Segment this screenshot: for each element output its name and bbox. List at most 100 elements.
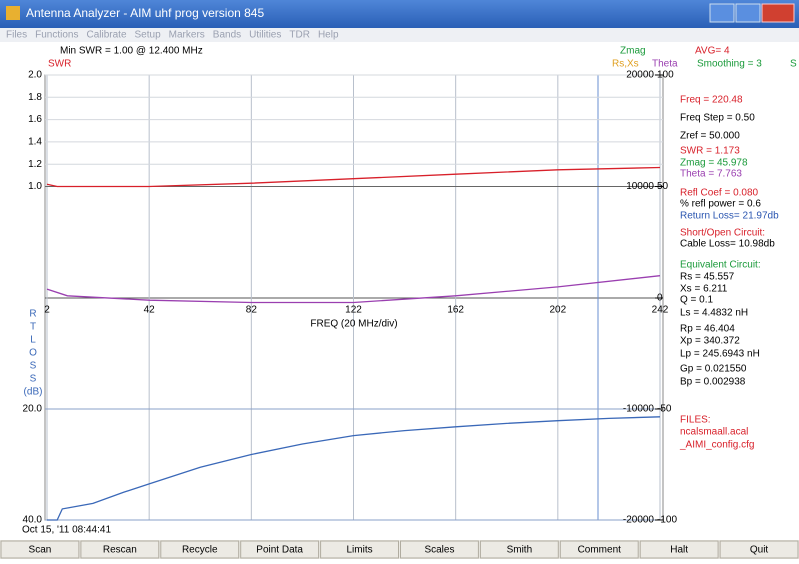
button-label[interactable]: Point Data — [256, 545, 303, 556]
button[interactable] — [479, 540, 559, 559]
button-label[interactable]: Rescan — [103, 545, 137, 556]
readout: Zmag = 45.978 — [680, 158, 748, 169]
swr-tick-label: 1.6 — [28, 114, 42, 125]
swr-tick-label: 1.0 — [28, 181, 42, 192]
readout: Rs = 45.557 — [680, 272, 735, 283]
timestamp: Oct 15, '11 08:44:41 — [22, 525, 111, 536]
zneg-tick-label: -10000 — [623, 404, 655, 415]
button-label[interactable]: Limits — [346, 545, 372, 556]
menu-item[interactable]: Markers — [169, 30, 205, 41]
loss-tick-label: 20.0 — [23, 404, 43, 415]
header-zmag: Zmag — [620, 46, 646, 57]
header-s: S — [790, 59, 797, 70]
button[interactable] — [719, 540, 799, 559]
series-line — [46, 166, 661, 188]
menu-item[interactable]: Files — [6, 30, 27, 41]
button-label[interactable]: Smith — [507, 545, 533, 556]
theta-tick-label: 0 — [657, 293, 663, 304]
header-rsxs: Rs,Xs — [612, 59, 639, 70]
button-label[interactable]: Scales — [424, 545, 454, 556]
loss-axis-label: (dB) — [24, 387, 43, 398]
zneg-tick-label: -20000 — [623, 515, 655, 526]
swr-tick-label: 2.0 — [28, 70, 42, 81]
readout: % refl power = 0.6 — [680, 199, 761, 210]
readout: Xp = 340.372 — [680, 336, 740, 347]
readout: FILES: — [680, 415, 711, 426]
readout: Refl Coef = 0.080 — [680, 188, 759, 199]
loss-axis-label: L — [30, 335, 36, 346]
menu-item[interactable]: Functions — [35, 30, 78, 41]
menu-item[interactable]: Utilities — [249, 30, 281, 41]
close-button[interactable] — [761, 3, 795, 23]
header-smoothing: Smoothing = 3 — [697, 59, 762, 70]
menu-item[interactable]: Setup — [135, 30, 162, 41]
series-line — [47, 416, 661, 521]
menu-item[interactable]: Calibrate — [86, 30, 126, 41]
readout: ncalsmaall.acal — [680, 427, 748, 438]
x-tick-label: 122 — [345, 305, 362, 316]
readout: Short/Open Circuit: — [680, 228, 765, 239]
button[interactable] — [0, 540, 80, 559]
readout: Q = 0.1 — [680, 295, 714, 306]
phase-tick-label: -100 — [657, 515, 677, 526]
series-line — [46, 275, 661, 304]
readout: Rp = 46.404 — [680, 324, 735, 335]
readout: Zref = 50.000 — [680, 131, 740, 142]
menu-item[interactable]: Bands — [213, 30, 241, 41]
header-min-swr: Min SWR = 1.00 @ 12.400 MHz — [60, 46, 203, 57]
button-label[interactable]: Halt — [670, 545, 688, 556]
header-swr: SWR — [48, 59, 71, 70]
title-bar — [0, 0, 799, 28]
button[interactable] — [559, 540, 639, 559]
window-title: Antenna Analyzer - AIM uhf prog version … — [26, 6, 264, 20]
readout: Equivalent Circuit: — [680, 260, 761, 271]
x-tick-label: 162 — [447, 305, 464, 316]
swr-tick-label: 1.8 — [28, 92, 42, 103]
zmag-tick-label: 10000 — [626, 181, 654, 192]
readout: SWR = 1.173 — [680, 146, 740, 157]
button-label[interactable]: Scan — [29, 545, 52, 556]
menu-item[interactable]: Help — [318, 30, 339, 41]
button-label[interactable]: Recycle — [182, 545, 218, 556]
swr-tick-label: 1.4 — [28, 137, 42, 148]
minimize-button[interactable] — [709, 3, 735, 23]
button-label[interactable]: Comment — [578, 545, 622, 556]
header — [0, 42, 799, 74]
readout: Bp = 0.002938 — [680, 377, 746, 388]
readout: Return Loss= 21.97db — [680, 211, 779, 222]
button[interactable] — [400, 540, 479, 559]
x-tick-label: 82 — [246, 305, 258, 316]
theta-tick-label: 100 — [657, 70, 674, 81]
menu-item[interactable]: TDR — [289, 30, 310, 41]
loss-axis-label: T — [30, 322, 36, 333]
x-axis-label: FREQ (20 MHz/div) — [310, 319, 397, 330]
button-label[interactable]: Quit — [750, 545, 769, 556]
x-tick-label: 2 — [44, 305, 50, 316]
loss-axis-label: S — [30, 361, 37, 372]
readout: Theta = 7.763 — [680, 169, 742, 180]
button[interactable] — [639, 540, 719, 559]
button[interactable] — [240, 540, 320, 559]
zmag-tick-label: 20000 — [626, 70, 654, 81]
readout: _AIMI_config.cfg — [679, 440, 754, 451]
loss-axis-label: S — [30, 374, 37, 385]
app-icon — [6, 6, 20, 20]
phase-tick-label: -50 — [657, 404, 672, 415]
x-tick-label: 202 — [549, 305, 566, 316]
readout: Gp = 0.021550 — [680, 364, 747, 375]
button[interactable] — [320, 540, 400, 559]
loss-axis-label: R — [29, 309, 36, 320]
x-tick-label: 242 — [652, 305, 669, 316]
maximize-button[interactable] — [735, 3, 761, 23]
button[interactable] — [160, 540, 240, 559]
readout: Freq = 220.48 — [680, 95, 743, 106]
menu-bar — [0, 28, 799, 42]
button[interactable] — [80, 540, 160, 559]
header-avg: AVG= 4 — [695, 46, 730, 57]
readout: Cable Loss= 10.98db — [680, 239, 775, 250]
readout: Freq Step = 0.50 — [680, 113, 755, 124]
swr-tick-label: 1.2 — [28, 159, 42, 170]
loss-axis-label: O — [29, 348, 37, 359]
readout: Lp = 245.6943 nH — [680, 349, 760, 360]
